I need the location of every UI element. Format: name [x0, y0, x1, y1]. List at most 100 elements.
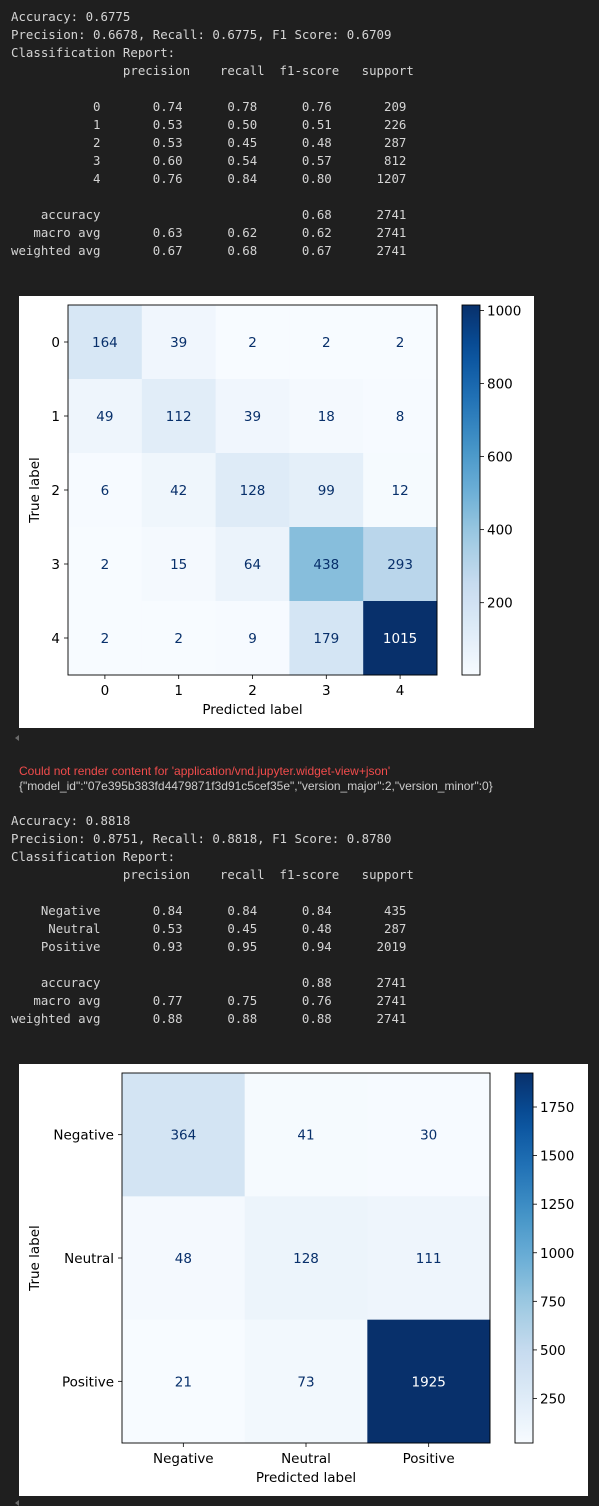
output-line: Positive 0.93 0.95 0.94 2019: [11, 939, 407, 954]
cm-cell-value: 164: [92, 335, 118, 351]
output-line: 4 0.76 0.84 0.80 1207: [11, 171, 407, 186]
y-tick-label: 2: [51, 483, 60, 499]
cm-cell-value: 111: [416, 1251, 442, 1267]
output-line: macro avg 0.63 0.62 0.62 2741: [11, 225, 407, 240]
cm-cell-value: 438: [313, 557, 339, 573]
colorbar-tick-label: 1750: [540, 1100, 574, 1116]
cm-cell-value: 128: [240, 483, 266, 499]
y-tick-label: 3: [51, 557, 60, 573]
cm-cell: [244, 1196, 368, 1321]
confusion-matrix-svg-2: 364 41 30 48 128 111 21 73 1925 Negative Neutral Po…: [27, 1072, 574, 1486]
x-tick-label: 0: [101, 683, 110, 699]
y-axis-label: True label: [27, 457, 43, 524]
cm-cell-value: 2: [101, 557, 110, 573]
output-line: Classification Report:: [11, 849, 176, 864]
output-line: Negative 0.84 0.84 0.84 435: [11, 903, 407, 918]
colorbar-tick-label: 800: [487, 377, 513, 393]
output-line: weighted avg 0.88 0.88 0.88 2741: [11, 1011, 407, 1026]
confusion-matrix-plot-1: 164 39 2 2 2 49 112 39 18 8 6 42 128 99 12 2 15 64 438 293 2…: [19, 296, 534, 728]
cm-cell-value: 39: [170, 335, 187, 351]
colorbar: [461, 304, 481, 676]
cm-cell-value: 15: [170, 557, 187, 573]
cm-cell: [289, 379, 364, 454]
output-line: Accuracy: 0.8818: [11, 813, 131, 828]
cm-cell-value: 64: [244, 557, 261, 573]
y-axis-label: True label: [27, 1225, 43, 1292]
output-line: 0 0.74 0.78 0.76 209: [11, 99, 407, 114]
cm-cell: [68, 527, 143, 602]
cm-cell: [215, 453, 290, 528]
cm-cell-value: 12: [392, 483, 409, 499]
cm-cell-value: 1925: [411, 1374, 445, 1390]
y-tick-label: Negative: [53, 1128, 114, 1144]
cm-cell-value: 49: [96, 409, 113, 425]
cm-cell-value: 42: [170, 483, 187, 499]
cm-cell: [363, 379, 438, 454]
y-tick-label: Neutral: [64, 1251, 114, 1267]
x-tick-label: Negative: [153, 1451, 214, 1467]
confusion-matrix-plot-2: 364 41 30 48 128 111 21 73 1925 Negative Neutral Po…: [19, 1064, 588, 1496]
output-text-1: Accuracy: 0.6775 Precision: 0.6678, Reca…: [11, 8, 414, 260]
cm-cell-value: 2: [101, 631, 110, 647]
output-line: Accuracy: 0.6775: [11, 9, 131, 24]
colorbar-tick-label: 1500: [540, 1149, 574, 1165]
cm-cell-value: 30: [420, 1128, 437, 1144]
cm-cell: [215, 527, 290, 602]
y-tick-label: 1: [51, 409, 60, 425]
output-line: 2 0.53 0.45 0.48 287: [11, 135, 407, 150]
cm-cell-value: 9: [248, 631, 257, 647]
colorbar: [514, 1072, 534, 1444]
render-error-json: {"model_id":"07e395b383fd4479871f3d91c5c…: [19, 779, 493, 793]
output-line: precision recall f1-score support: [11, 63, 414, 78]
x-tick-label: 2: [248, 683, 257, 699]
colorbar-tick-label: 1250: [540, 1197, 574, 1213]
cm-cell-value: 179: [313, 631, 339, 647]
output-line: Classification Report:: [11, 45, 176, 60]
cm-cell: [215, 379, 290, 454]
cm-cell: [141, 305, 217, 380]
cm-cell: [363, 453, 438, 528]
cm-cell-value: 364: [170, 1128, 196, 1144]
colorbar-tick-label: 500: [540, 1343, 566, 1359]
cm-cell: [68, 379, 143, 454]
cm-cell-value: 6: [101, 483, 110, 499]
colorbar-tick-label: 600: [487, 450, 513, 466]
colorbar-tick-label: 1000: [540, 1246, 574, 1262]
cm-cell-value: 112: [166, 409, 192, 425]
y-tick-label: Positive: [62, 1374, 114, 1390]
colorbar-tick-label: 250: [540, 1391, 566, 1407]
cm-cell-value: 8: [396, 409, 405, 425]
confusion-matrix-svg-1: 164 39 2 2 249 112 39 18 86 42 128 99 122 15 64 438 2932…: [27, 303, 521, 718]
cm-cell: [141, 453, 217, 528]
output-text-2: Accuracy: 0.8818 Precision: 0.8751, Reca…: [11, 812, 414, 1028]
cm-cell: [363, 601, 438, 676]
cm-cell: [289, 305, 364, 380]
cm-cell-value: 39: [244, 409, 261, 425]
cm-cell: [367, 1196, 491, 1321]
render-error-message: Could not render content for 'applicatio…: [19, 764, 391, 778]
cm-cell-value: 2: [174, 631, 183, 647]
cm-cell-value: 48: [175, 1251, 192, 1267]
cm-cell: [367, 1073, 491, 1197]
cm-cell-value: 2: [248, 335, 257, 351]
cm-cell: [244, 1073, 368, 1197]
colorbar-tick-label: 1000: [487, 303, 521, 319]
cm-cell: [68, 305, 143, 380]
colorbar-tick-label: 200: [487, 596, 513, 612]
output-line: macro avg 0.77 0.75 0.76 2741: [11, 993, 407, 1008]
x-tick-label: Positive: [403, 1451, 455, 1467]
output-line: precision recall f1-score support: [11, 867, 414, 882]
scroll-left-arrow-icon[interactable]: [15, 1500, 19, 1506]
cm-cell-value: 293: [387, 557, 413, 573]
output-line: 1 0.53 0.50 0.51 226: [11, 117, 407, 132]
output-line: Precision: 0.8751, Recall: 0.8818, F1 Sc…: [11, 831, 392, 846]
cm-cell: [68, 601, 143, 676]
scroll-left-arrow-icon[interactable]: [15, 735, 19, 741]
cm-cell: [289, 601, 364, 676]
cm-cell-value: 41: [297, 1128, 314, 1144]
cm-cell: [141, 601, 217, 676]
cm-cell: [122, 1073, 246, 1197]
cm-cell-value: 1015: [383, 631, 417, 647]
cm-cell: [68, 453, 143, 528]
cm-cell-value: 18: [318, 409, 335, 425]
